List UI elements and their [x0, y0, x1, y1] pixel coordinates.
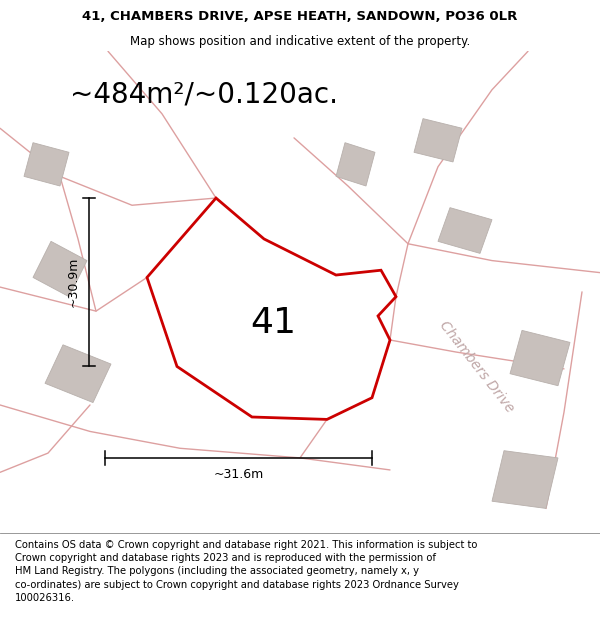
- Text: ~30.9m: ~30.9m: [67, 257, 80, 308]
- Polygon shape: [147, 198, 396, 419]
- Text: 41, CHAMBERS DRIVE, APSE HEATH, SANDOWN, PO36 0LR: 41, CHAMBERS DRIVE, APSE HEATH, SANDOWN,…: [82, 10, 518, 23]
- Text: Map shows position and indicative extent of the property.: Map shows position and indicative extent…: [130, 35, 470, 48]
- Text: 41: 41: [250, 306, 296, 340]
- Polygon shape: [33, 241, 87, 297]
- Polygon shape: [24, 142, 69, 186]
- Polygon shape: [225, 258, 306, 326]
- Polygon shape: [492, 451, 558, 509]
- Polygon shape: [45, 345, 111, 403]
- Polygon shape: [414, 119, 462, 162]
- Text: ~484m²/~0.120ac.: ~484m²/~0.120ac.: [70, 80, 338, 108]
- Polygon shape: [336, 142, 375, 186]
- Text: ~31.6m: ~31.6m: [214, 469, 263, 481]
- Polygon shape: [438, 208, 492, 253]
- Polygon shape: [510, 331, 570, 386]
- Text: Contains OS data © Crown copyright and database right 2021. This information is : Contains OS data © Crown copyright and d…: [15, 540, 478, 602]
- Text: Chambers Drive: Chambers Drive: [437, 318, 517, 415]
